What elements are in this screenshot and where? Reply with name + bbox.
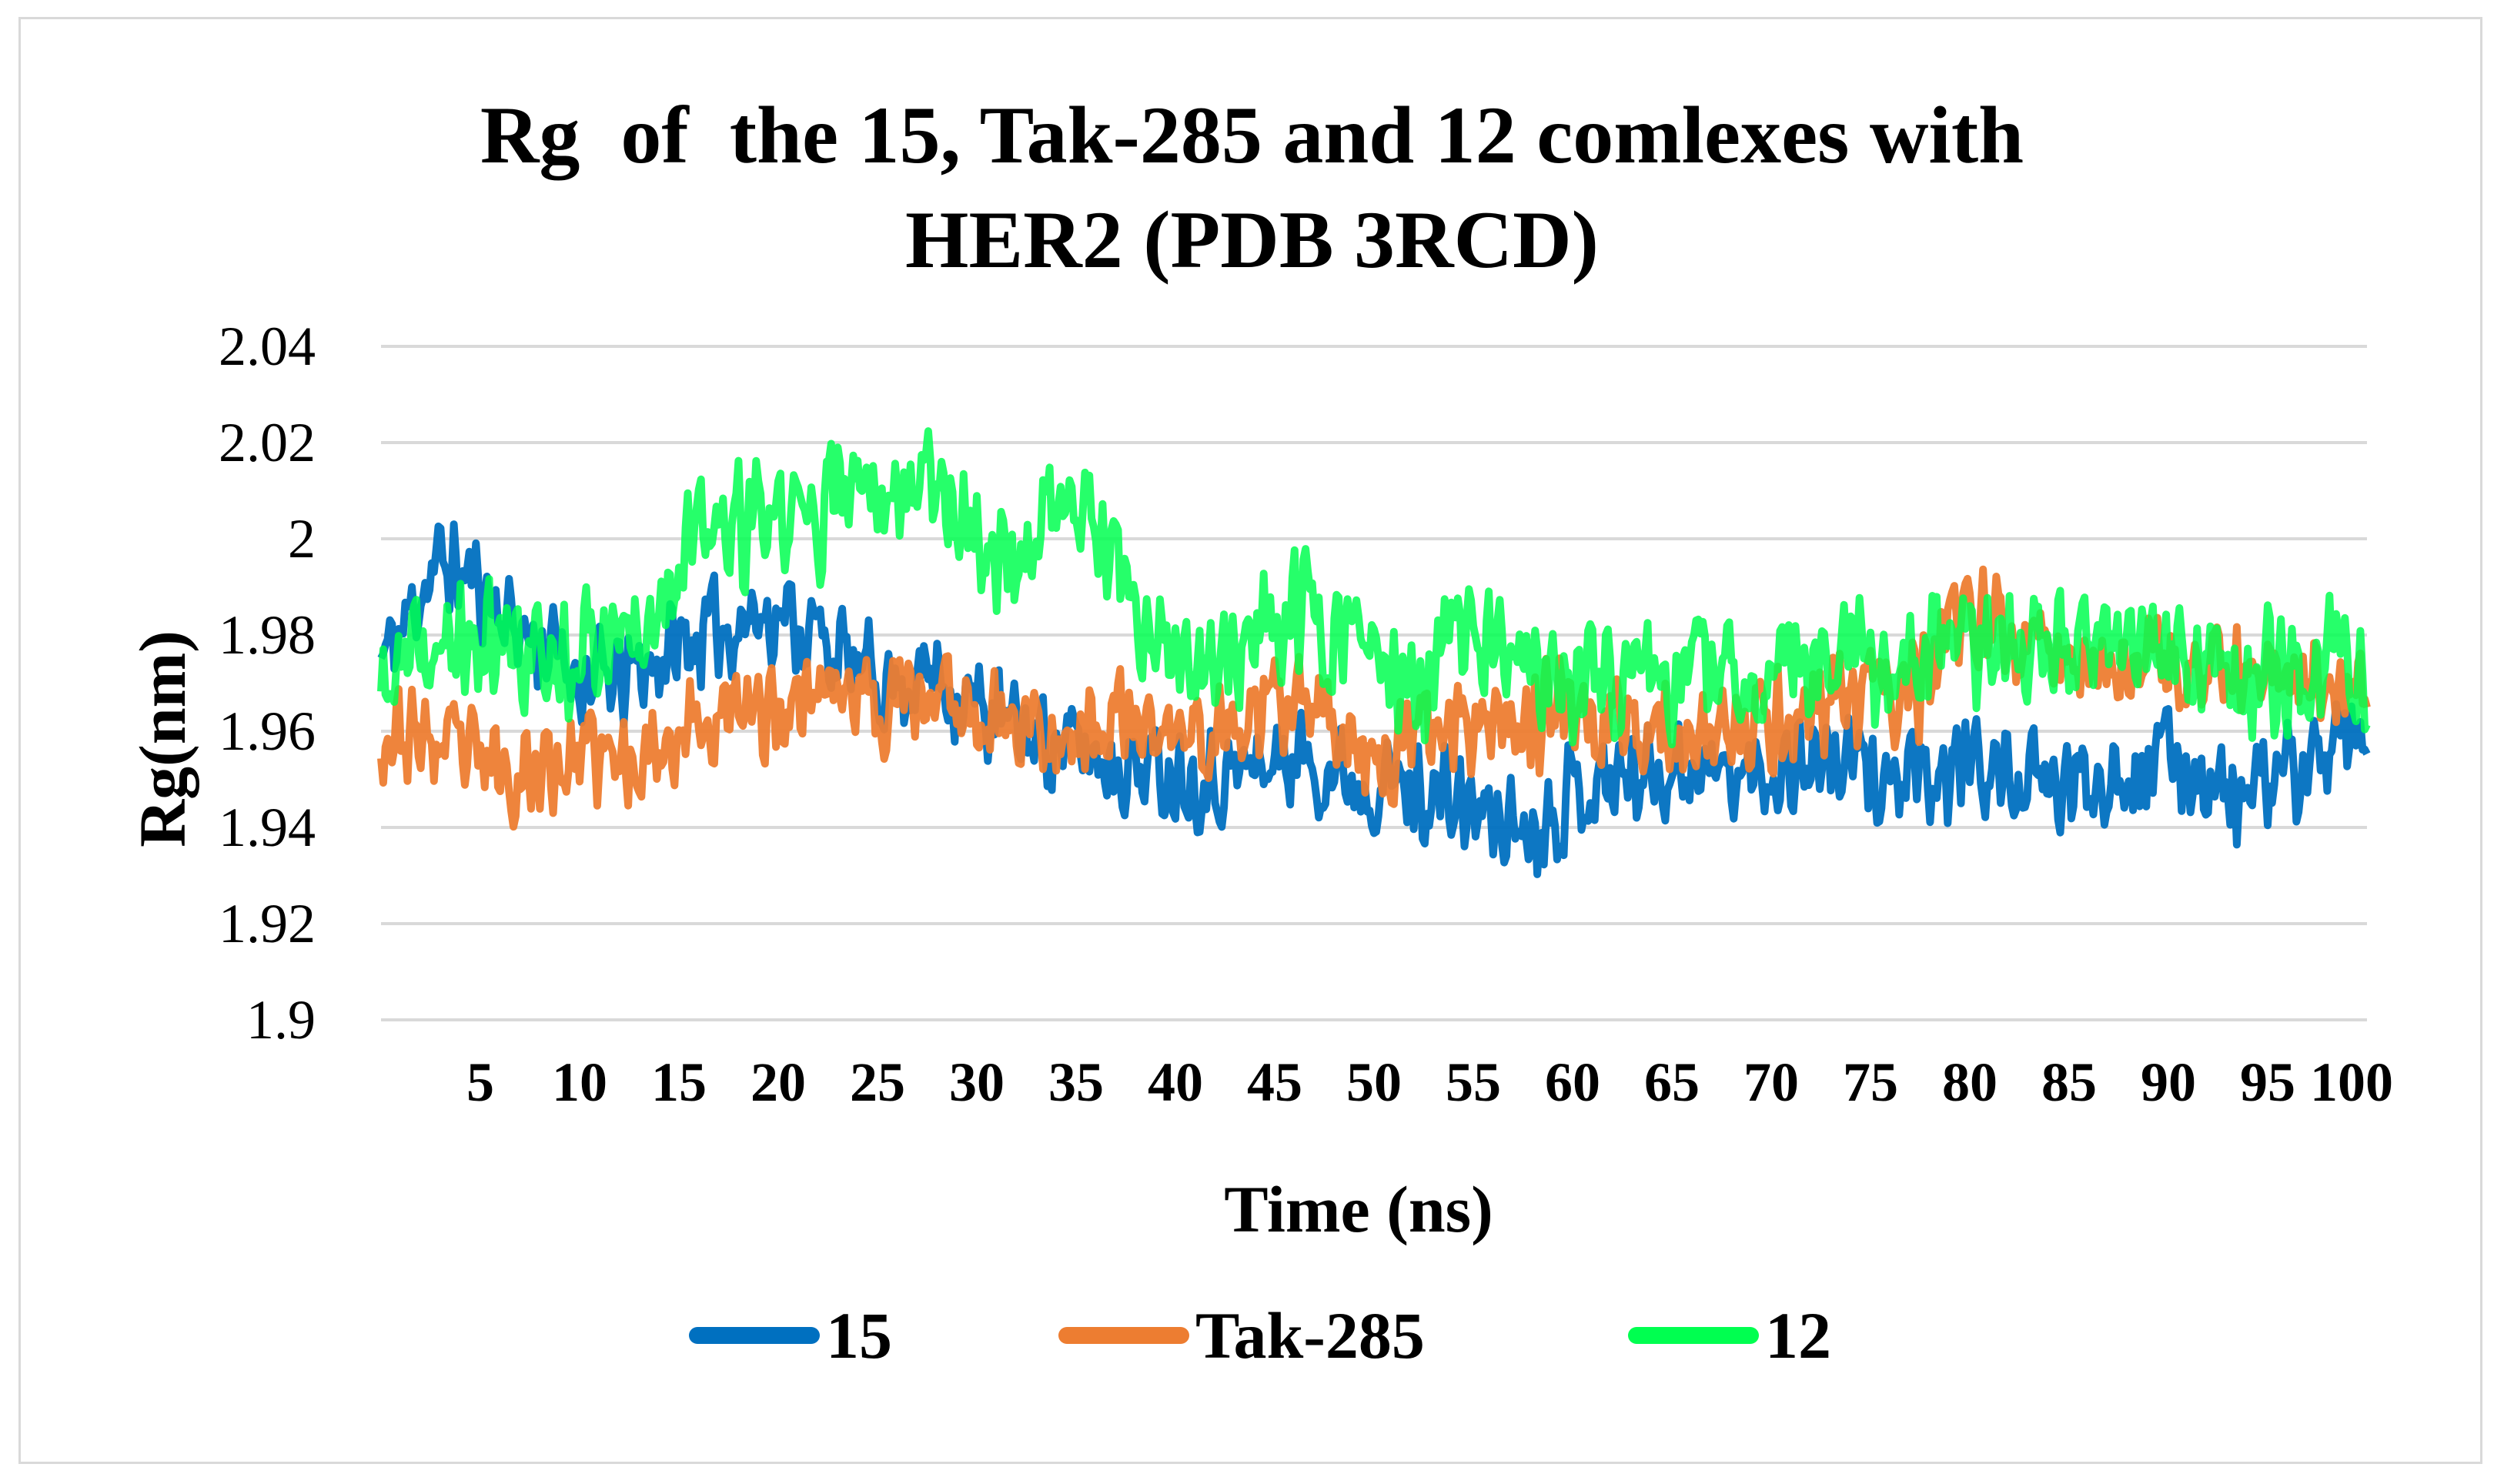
y-tick-label: 2.02 — [219, 412, 316, 473]
y-tick-label: 1.96 — [219, 700, 316, 762]
x-tick-label: 60 — [1545, 1051, 1600, 1113]
chart-title: Rg of the 15, Tak-285 and 12 comlexes wi… — [0, 83, 2504, 292]
x-tick-label: 35 — [1048, 1051, 1104, 1113]
x-tick-label: 80 — [1942, 1051, 1998, 1113]
x-tick-label: 25 — [850, 1051, 905, 1113]
y-tick-label: 1.92 — [219, 893, 316, 954]
x-tick-label: 15 — [651, 1051, 707, 1113]
x-tick-label: 100 — [2310, 1051, 2393, 1113]
y-axis-label: Rg(nm) — [125, 630, 199, 847]
x-tick-label: 65 — [1644, 1051, 1700, 1113]
y-tick-label: 2 — [288, 508, 316, 570]
x-tick-label: 30 — [949, 1051, 1005, 1113]
x-tick-label: 20 — [751, 1051, 806, 1113]
x-tick-label: 45 — [1247, 1051, 1302, 1113]
legend: 15 Tak-285 12 — [0, 1293, 2504, 1378]
series-line-12 — [377, 427, 2371, 749]
x-tick-label: 50 — [1346, 1051, 1402, 1113]
legend-item-15: 15 — [689, 1293, 892, 1378]
y-tick-label: 1.9 — [246, 989, 316, 1051]
legend-label-tak-285: Tak-285 — [1195, 1298, 1425, 1372]
x-tick-label: 40 — [1148, 1051, 1203, 1113]
chart-title-line-1: Rg of the 15, Tak-285 and 12 comlexes wi… — [480, 90, 2024, 180]
y-axis-ticks: 1.9 1.92 1.94 1.96 1.98 2 2.02 2.04 — [219, 316, 316, 1051]
legend-swatch-12 — [1628, 1327, 1759, 1344]
x-axis-ticks: 5 10 15 20 25 30 35 40 45 50 55 60 65 70 75 80 85 90 95 100 — [466, 1051, 2393, 1113]
x-axis-label: Time (ns) — [1224, 1172, 1493, 1246]
x-tick-label: 5 — [466, 1051, 494, 1113]
legend-label-12: 12 — [1765, 1298, 1831, 1372]
legend-item-12: 12 — [1628, 1293, 1831, 1378]
legend-swatch-tak-285 — [1058, 1327, 1189, 1344]
y-tick-label: 2.04 — [219, 316, 316, 377]
y-tick-label: 1.94 — [219, 797, 316, 858]
legend-label-15: 15 — [826, 1298, 892, 1372]
x-tick-label: 55 — [1446, 1051, 1501, 1113]
legend-swatch-15 — [689, 1327, 820, 1344]
x-tick-label: 85 — [2041, 1051, 2097, 1113]
series-line-15 — [377, 520, 2371, 878]
x-tick-label: 75 — [1843, 1051, 1898, 1113]
legend-item-tak-285: Tak-285 — [1058, 1293, 1425, 1378]
x-tick-label: 90 — [2141, 1051, 2196, 1113]
chart-title-line-2: HER2 (PDB 3RCD) — [905, 195, 1599, 285]
x-tick-label: 70 — [1743, 1051, 1799, 1113]
x-tick-label: 10 — [552, 1051, 607, 1113]
series-lines — [377, 427, 2371, 878]
y-tick-label: 1.98 — [219, 604, 316, 666]
x-tick-label: 95 — [2240, 1051, 2295, 1113]
